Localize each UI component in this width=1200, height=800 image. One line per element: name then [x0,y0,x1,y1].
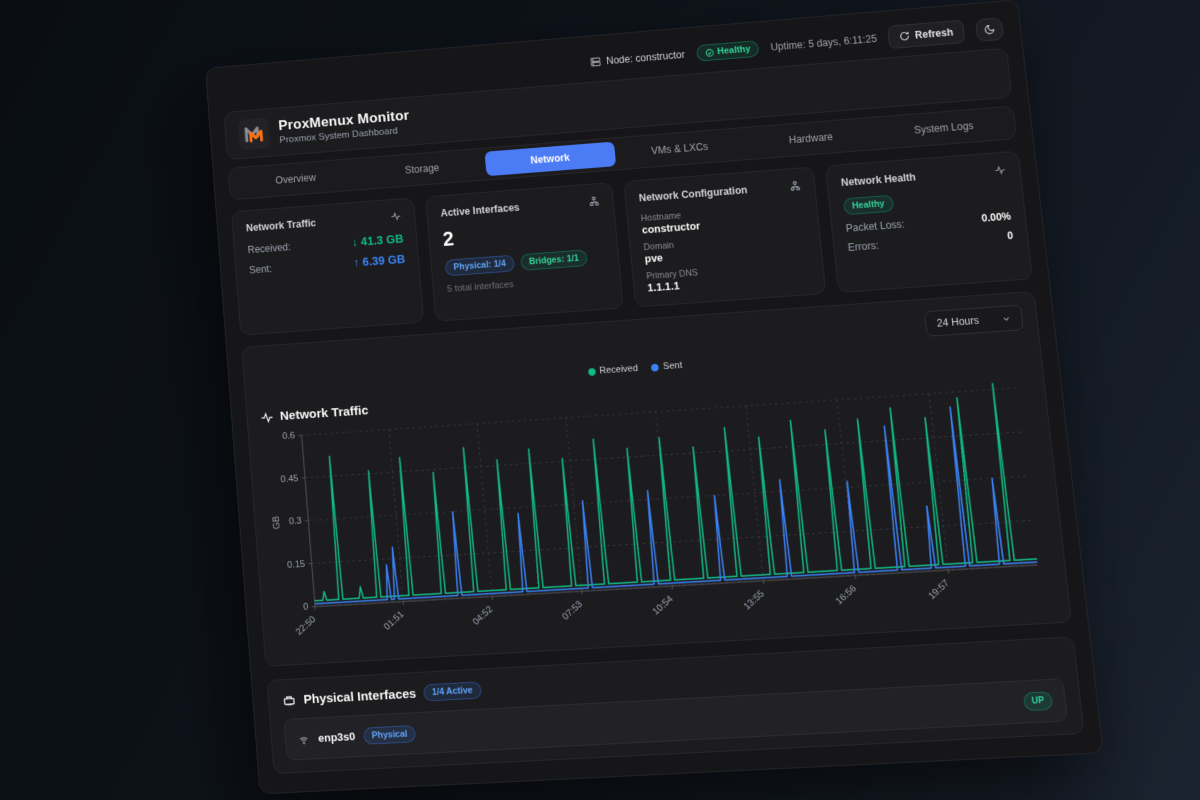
svg-text:GB: GB [271,516,282,530]
svg-text:0.3: 0.3 [289,516,303,527]
interface-status-badge: UP [1022,691,1054,712]
legend-sent: Sent [650,360,683,372]
tab-vms-lxcs[interactable]: VMs & LXCs [650,140,709,157]
node-label: Node: constructor [605,48,686,67]
tab-system-logs[interactable]: System Logs [913,119,975,137]
network-tree-icon [588,196,600,207]
legend-dot-sent [650,363,660,372]
received-value: ↓ 41.3 GB [351,231,404,249]
svg-text:13:55: 13:55 [741,588,766,612]
tab-hardware[interactable]: Hardware [788,130,834,146]
svg-text:0.6: 0.6 [282,430,295,441]
tab-overview[interactable]: Overview [275,171,317,187]
packet-loss-value: 0.00% [980,210,1012,225]
activity-icon [390,211,401,222]
errors-label: Errors: [847,239,880,254]
network-traffic-card-title: Network Traffic [245,217,317,234]
dashboard-window: Node: constructor Healthy Uptime: 5 days… [205,0,1104,795]
svg-text:0: 0 [303,602,309,613]
active-interfaces-count: 2 [441,228,455,251]
network-configuration-card-title: Network Configuration [638,184,748,204]
refresh-button[interactable]: Refresh [887,19,966,50]
errors-value: 0 [1006,229,1014,242]
received-label: Received: [247,241,292,256]
chart-legend: Received Sent [587,360,683,376]
bridges-count-badge: Bridges: 1/1 [519,249,588,271]
tab-network[interactable]: Network [484,141,616,177]
svg-text:0.15: 0.15 [287,558,306,569]
activity-icon [260,410,274,424]
legend-dot-received [587,367,596,376]
network-tree-icon [789,180,801,192]
sent-label: Sent: [248,262,273,277]
app-logo [237,117,271,151]
header-text: ProxMenux Monitor Proxmox System Dashboa… [278,107,411,145]
refresh-icon [899,31,910,42]
packet-loss-label: Packet Loss: [845,218,906,235]
network-health-card: Network Health Healthy Packet Loss: 0.00… [824,150,1033,293]
activity-icon [994,164,1006,176]
svg-text:04:52: 04:52 [470,604,494,627]
health-state-badge: Healthy [842,194,894,216]
network-traffic-chart-card: 24 Hours Network Traffic Received Sent [241,290,1072,667]
svg-text:16:56: 16:56 [833,583,858,607]
interface-name: enp3s0 [317,729,356,745]
tab-storage[interactable]: Storage [404,161,440,177]
svg-text:22:50: 22:50 [294,614,318,637]
proxmenux-logo-icon [242,122,266,146]
health-status-badge: Healthy [695,40,760,62]
svg-text:07:53: 07:53 [560,598,585,621]
legend-received: Received [587,363,638,376]
active-count-badge: 1/4 Active [422,681,482,702]
moon-icon [983,23,995,35]
network-configuration-card: Network Configuration Hostname construct… [623,166,827,308]
wifi-icon [297,732,310,745]
node-indicator: Node: constructor [589,49,685,68]
theme-toggle-button[interactable] [974,16,1004,42]
svg-text:10:54: 10:54 [650,593,675,617]
chart-title: Network Traffic [279,403,369,424]
physical-count-badge: Physical: 1/4 [444,254,515,277]
total-interfaces-label: 5 total interfaces [446,279,515,295]
time-range-value: 24 Hours [936,314,980,330]
svg-text:0.45: 0.45 [280,473,299,484]
sent-value: ↑ 6.39 GB [353,252,406,270]
uptime-label: Uptime: 5 days, 6:11:25 [770,32,878,54]
svg-text:19:57: 19:57 [926,577,951,601]
interface-type-badge: Physical [362,724,417,745]
physical-interfaces-title: Physical Interfaces [302,686,417,707]
chevron-down-icon [1001,314,1012,324]
network-health-card-title: Network Health [840,171,917,189]
spacer [424,702,1015,732]
svg-text:01:51: 01:51 [382,609,406,632]
network-traffic-card: Network Traffic Received: ↓ 41.3 GB Sent… [231,197,425,336]
time-range-select[interactable]: 24 Hours [924,304,1024,337]
check-circle-icon [704,48,714,58]
active-interfaces-card-title: Active Interfaces [440,201,520,220]
network-traffic-chart: 0 0.15 0.3 0.45 0.6 22:50 01:51 04:52 07:53 10:54… [271,379,1055,637]
server-icon [589,56,602,68]
ethernet-port-icon [282,693,297,708]
active-interfaces-card: Active Interfaces 2 Physical: 1/4 Bridge… [425,182,624,322]
